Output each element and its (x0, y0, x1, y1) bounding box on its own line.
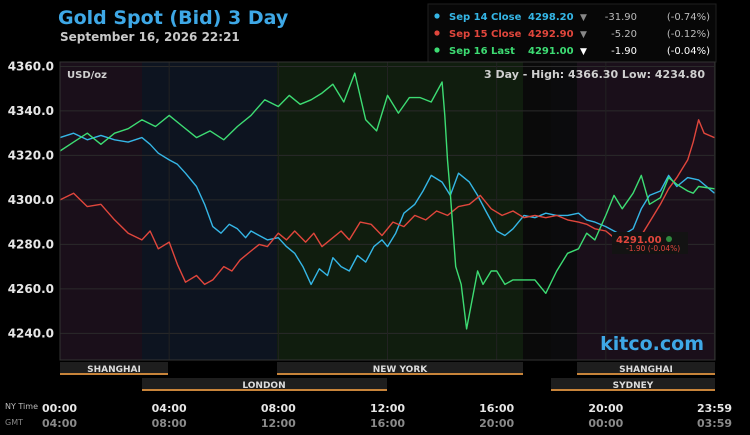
y-tick-label: 4320.0 (8, 148, 54, 162)
y-tick-label: 4300.0 (8, 193, 54, 207)
high-low-label: 3 Day - High: 4366.30 Low: 4234.80 (484, 68, 705, 81)
legend-pct-sep15: (-0.12%) (667, 29, 710, 40)
legend-label-sep14: Sep 14 Close (449, 12, 522, 23)
chart-timestamp: September 16, 2026 22:21 (60, 30, 240, 44)
session-shanghai-2: SHANGHAI (619, 365, 673, 375)
gmt-time-tick: 12:00 (261, 417, 296, 430)
ny-time-tick: 20:00 (588, 402, 623, 415)
kitco-watermark: kitco.com (600, 333, 704, 355)
ny-time-tick: 00:00 (42, 402, 77, 415)
legend-change-sep15: -5.20 (611, 29, 637, 40)
legend-arrow-sep16: ▼ (580, 47, 587, 57)
legend-label-sep15: Sep 15 Close (449, 29, 522, 40)
ny-time-label: NY Time (5, 402, 38, 411)
last-price-dot (666, 236, 672, 242)
chart-title: Gold Spot (Bid) 3 Day (58, 7, 289, 29)
gmt-time-tick: 20:00 (479, 417, 514, 430)
series-sep14-line (59, 132, 715, 286)
legend-arrow-sep14: ▼ (580, 13, 587, 23)
y-tick-label: 4280.0 (8, 237, 54, 251)
grid-layer: 4240.0 4260.0 4280.0 4300.0 4320.0 4340.0 4360… (8, 59, 715, 360)
legend-pct-sep16: (-0.04%) (667, 46, 710, 57)
session-london: LONDON (242, 381, 285, 391)
last-change-label: -1.90 (-0.04%) (626, 244, 680, 253)
time-axis: NY Time GMT 00:00 04:00 08:00 12:00 16:00 20:… (5, 402, 732, 430)
legend: Sep 14 Close 4298.20 ▼ -31.90 (-0.74%) S… (427, 3, 717, 63)
ny-time-tick: 23:59 (697, 402, 732, 415)
ny-time-tick: 12:00 (370, 402, 405, 415)
session-bars: SHANGHAI NEW YORK SHANGHAI LONDON SYDNEY (60, 362, 715, 391)
legend-pct-sep14: (-0.74%) (667, 12, 710, 23)
gmt-time-tick: 16:00 (370, 417, 405, 430)
legend-dot-sep14 (434, 13, 440, 19)
gmt-time-tick: 03:59 (697, 417, 732, 430)
legend-change-sep14: -31.90 (605, 12, 637, 23)
legend-dot-sep15 (434, 30, 440, 36)
session-new-york: NEW YORK (373, 365, 429, 375)
legend-arrow-sep15: ▼ (580, 30, 587, 40)
y-tick-label: 4360.0 (8, 59, 54, 73)
y-tick-label: 4240.0 (8, 326, 54, 340)
gmt-time-tick: 08:00 (152, 417, 187, 430)
plot-frame (59, 61, 716, 361)
last-price-label: 4291.00 (616, 235, 662, 246)
legend-dot-sep16 (434, 47, 440, 53)
gmt-label: GMT (5, 418, 23, 427)
ny-time-tick: 08:00 (261, 402, 296, 415)
session-sydney: SYDNEY (613, 381, 654, 391)
legend-change-sep16: -1.90 (611, 46, 637, 57)
legend-price-sep16: 4291.00 (528, 46, 574, 57)
last-price-box: 4291.00 -1.90 (-0.04%) (612, 232, 688, 254)
legend-price-sep14: 4298.20 (528, 12, 574, 23)
series-sep16-line (59, 72, 715, 330)
y-tick-label: 4340.0 (8, 104, 54, 118)
session-shanghai-1: SHANGHAI (87, 365, 141, 375)
unit-label: USD/oz (67, 70, 107, 81)
legend-price-sep15: 4292.90 (528, 29, 574, 40)
y-tick-label: 4260.0 (8, 282, 54, 296)
ny-time-tick: 16:00 (479, 402, 514, 415)
gmt-time-tick: 00:00 (588, 417, 623, 430)
gmt-time-tick: 04:00 (42, 417, 77, 430)
ny-time-tick: 04:00 (152, 402, 187, 415)
legend-label-sep16: Sep 16 Last (449, 46, 515, 57)
